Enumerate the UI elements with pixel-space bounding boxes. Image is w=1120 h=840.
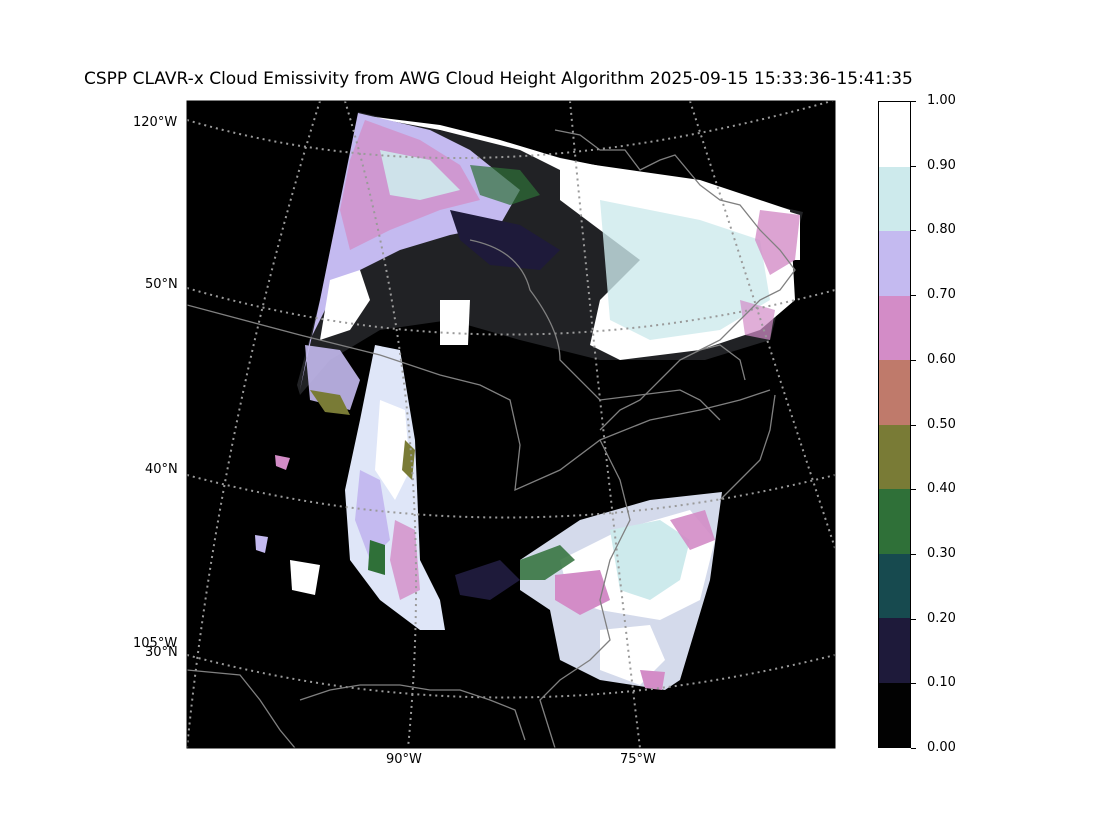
colorbar-tick-label: 0.40 xyxy=(927,481,956,496)
colorbar xyxy=(878,101,911,748)
colorbar-tick-label: 0.20 xyxy=(927,611,956,626)
colorbar-segment xyxy=(879,682,910,747)
map-title: CSPP CLAVR-x Cloud Emissivity from AWG C… xyxy=(84,69,913,89)
colorbar-tick xyxy=(911,101,916,102)
map-frame xyxy=(186,100,836,749)
lat-label-30: 30°N xyxy=(145,645,178,660)
colorbar-tick-label: 0.80 xyxy=(927,222,956,237)
coastlines xyxy=(187,129,796,748)
lon-label-90w: 90°W xyxy=(386,752,422,767)
lat-label-40: 40°N xyxy=(145,462,178,477)
colorbar-tick xyxy=(911,230,916,231)
colorbar-segment xyxy=(879,231,910,296)
graticule xyxy=(187,101,835,748)
colorbar-tick xyxy=(911,489,916,490)
colorbar-segment xyxy=(879,553,910,618)
colorbar-segment xyxy=(879,360,910,425)
colorbar-tick xyxy=(911,748,916,749)
colorbar-segment xyxy=(879,618,910,683)
colorbar-tick xyxy=(911,166,916,167)
lon-label-105w: 105°W xyxy=(133,636,178,651)
colorbar-tick-label: 0.50 xyxy=(927,417,956,432)
colorbar-segment xyxy=(879,424,910,489)
colorbar-tick xyxy=(911,360,916,361)
colorbar-tick-label: 0.70 xyxy=(927,287,956,302)
colorbar-tick-label: 1.00 xyxy=(927,93,956,108)
lat-label-50: 50°N xyxy=(145,277,178,292)
colorbar-tick xyxy=(911,683,916,684)
colorbar-segment xyxy=(879,102,910,167)
lon-label-120w: 120°W xyxy=(133,115,178,130)
colorbar-tick xyxy=(911,295,916,296)
colorbar-tick xyxy=(911,425,916,426)
colorbar-tick-label: 0.10 xyxy=(927,675,956,690)
colorbar-tick-label: 0.00 xyxy=(927,740,956,755)
colorbar-tick xyxy=(911,619,916,620)
colorbar-segment xyxy=(879,489,910,554)
colorbar-segment xyxy=(879,295,910,360)
colorbar-tick-label: 0.90 xyxy=(927,158,956,173)
colorbar-tick-label: 0.60 xyxy=(927,352,956,367)
lon-label-75w: 75°W xyxy=(620,752,656,767)
colorbar-tick-label: 0.30 xyxy=(927,546,956,561)
colorbar-segment xyxy=(879,166,910,231)
colorbar-tick xyxy=(911,554,916,555)
